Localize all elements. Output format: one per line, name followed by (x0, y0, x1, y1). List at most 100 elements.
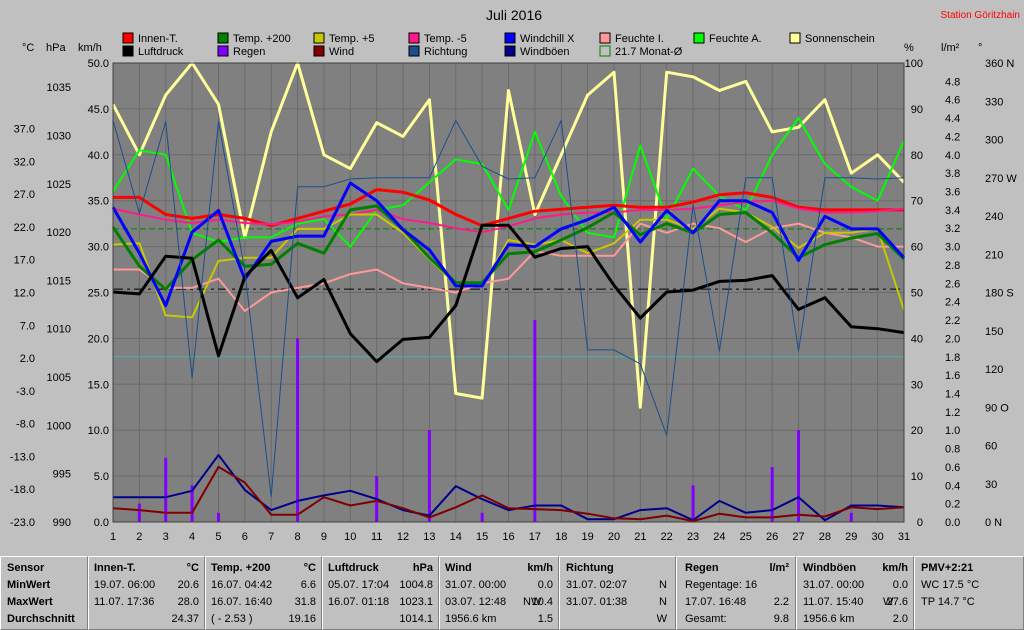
series-line (113, 454, 905, 522)
stats-wind: Wind km/h 31.07. 00:00 0.0 03.07. 12:48 NW 1… (439, 556, 559, 630)
temp-tick-label: 17.0 (14, 255, 35, 267)
temp200-unit: °C (303, 562, 316, 574)
stats-richtung: Richtung 31.07. 02:07 N 31.07. 01:38 N W (559, 556, 676, 630)
luftdruck-max-val: 1023.1 (399, 596, 433, 608)
stats-regen: Regen l/m² Regentage: 16 17.07. 16:48 2.2 … (676, 556, 796, 630)
deg-tick-label: 300 (985, 135, 1003, 147)
x-tick-label: 21 (634, 531, 646, 543)
regen-bar (190, 485, 194, 522)
legend-swatch (217, 45, 229, 57)
hpa-tick-label: 995 (53, 469, 71, 481)
deg-tick-label: 120 (985, 364, 1003, 376)
axes: 1 2 3 4 5 6 7 8 9 10 11 12 13 14 15 16 17 18 19 20 21 22 23 24 2… (10, 42, 1017, 543)
hpa-tick-label: 1015 (47, 275, 71, 287)
lm2-tick-label: 4.6 (945, 95, 960, 107)
legend-swatch (504, 32, 516, 44)
windboeen-unit: km/h (882, 562, 908, 574)
legend-swatch (599, 32, 611, 44)
lm2-tick-label: 3.2 (945, 223, 960, 235)
x-tick-label: 10 (344, 531, 356, 543)
pct-tick-label: 10 (911, 471, 923, 483)
lm2-tick-label: 1.8 (945, 352, 960, 364)
hpa-tick-label: 1030 (47, 130, 71, 142)
stats-bar: Sensor MinWert MaxWert Durchschnitt Inne… (0, 556, 1024, 630)
regen-bar (216, 512, 220, 522)
pct-tick-label: 50 (911, 288, 923, 300)
windboeen-avg: 2.0 (892, 613, 908, 625)
legend-label: Richtung (424, 46, 467, 58)
luftdruck-min-val: 1004.8 (399, 579, 433, 591)
series-line (112, 119, 905, 497)
hpa-tick-label: 990 (53, 517, 71, 529)
pmv-tp: TP 14.7 °C (921, 596, 975, 608)
windboeen-min-val: 0.0 (892, 579, 908, 591)
innen-avg: 24.37 (171, 613, 199, 625)
legend-label: 21.7 Monat-Ø (615, 46, 683, 58)
series-line (112, 207, 905, 319)
lm2-tick-label: 1.4 (945, 388, 960, 400)
series-lines (111, 61, 906, 523)
deg-tick-label: 360 N (985, 58, 1014, 70)
temp-tick-label: 12.0 (14, 288, 35, 300)
lm2-tick-label: 2.8 (945, 260, 960, 272)
sensor-header: Sensor (7, 562, 45, 574)
lm2-tick-label: 0.4 (945, 480, 960, 492)
windboeen-min-time: 31.07. 00:00 (803, 579, 865, 591)
pct-tick-label: 0 (917, 517, 923, 529)
legend-swatch (313, 32, 325, 44)
chart-title: Juli 2016 (486, 7, 542, 23)
kmh-tick-label: 30.0 (88, 242, 109, 254)
lm2-tick-label: 2.6 (945, 278, 960, 290)
legend-label: Regen (233, 46, 265, 58)
temp-tick-label: -23.0 (10, 517, 35, 529)
lm2-tick-label: 3.6 (945, 187, 960, 199)
x-tick-label: 17 (529, 531, 541, 543)
stats-pmv: PMV+2:21 WC 17.5 °C TP 14.7 °C (914, 556, 1024, 630)
x-tick-label: 27 (792, 531, 804, 543)
lm2-tick-label: 0.2 (945, 499, 960, 511)
hpa-tick-label: 1000 (47, 420, 71, 432)
legend-label: Innen-T. (138, 33, 178, 45)
legend-label: Windböen (520, 46, 570, 58)
legend-label: Wind (329, 46, 354, 58)
temp-tick-label: 27.0 (14, 189, 35, 201)
x-tick-label: 12 (397, 531, 409, 543)
x-tick-label: 29 (845, 531, 857, 543)
regen-total-label: Gesamt: (685, 613, 727, 625)
x-tick-label: 31 (898, 531, 910, 543)
wind-min-val: 0.0 (537, 579, 553, 591)
x-tick-label: 14 (450, 531, 462, 543)
kmh-tick-label: 15.0 (88, 379, 109, 391)
deg-tick-label: 240 (985, 211, 1003, 223)
regen-bar (533, 320, 537, 522)
innen-min-time: 19.07. 06:00 (94, 579, 156, 591)
temp200-title: Temp. +200 (211, 562, 271, 574)
windboeen-title: Windböen (803, 562, 857, 574)
pct-tick-label: 60 (911, 242, 923, 254)
x-tick-label: 2 (136, 531, 142, 543)
series-line (112, 223, 905, 364)
regen-days: Regentage: 16 (685, 579, 758, 591)
x-tick-label: 7 (268, 531, 274, 543)
lm2-tick-label: 0.8 (945, 444, 960, 456)
x-tick-label: 16 (502, 531, 514, 543)
x-tick-label: 15 (476, 531, 488, 543)
row-label-avg: Durchschnitt (7, 613, 75, 625)
legend-label: Temp. -5 (424, 33, 467, 45)
temp-tick-label: 2.0 (20, 353, 35, 365)
x-tick-label: 19 (581, 531, 593, 543)
kmh-tick-label: 20.0 (88, 333, 109, 345)
deg-tick-label: 150 (985, 326, 1003, 338)
legend-swatch (408, 32, 420, 44)
richtung-avg: W (656, 613, 667, 625)
deg-tick-label: 270 W (985, 173, 1017, 185)
legend-swatch (789, 32, 801, 44)
wind-max-time: 03.07. 12:48 (445, 596, 507, 608)
legend-label: Feuchte A. (709, 33, 762, 45)
luftdruck-max-time: 16.07. 01:18 (328, 596, 390, 608)
temp-tick-label: -3.0 (16, 386, 35, 398)
richtung-max-time: 31.07. 01:38 (566, 596, 628, 608)
temp-tick-label: 22.0 (14, 222, 35, 234)
richtung-min-time: 31.07. 02:07 (566, 579, 628, 591)
series-line (111, 204, 906, 291)
